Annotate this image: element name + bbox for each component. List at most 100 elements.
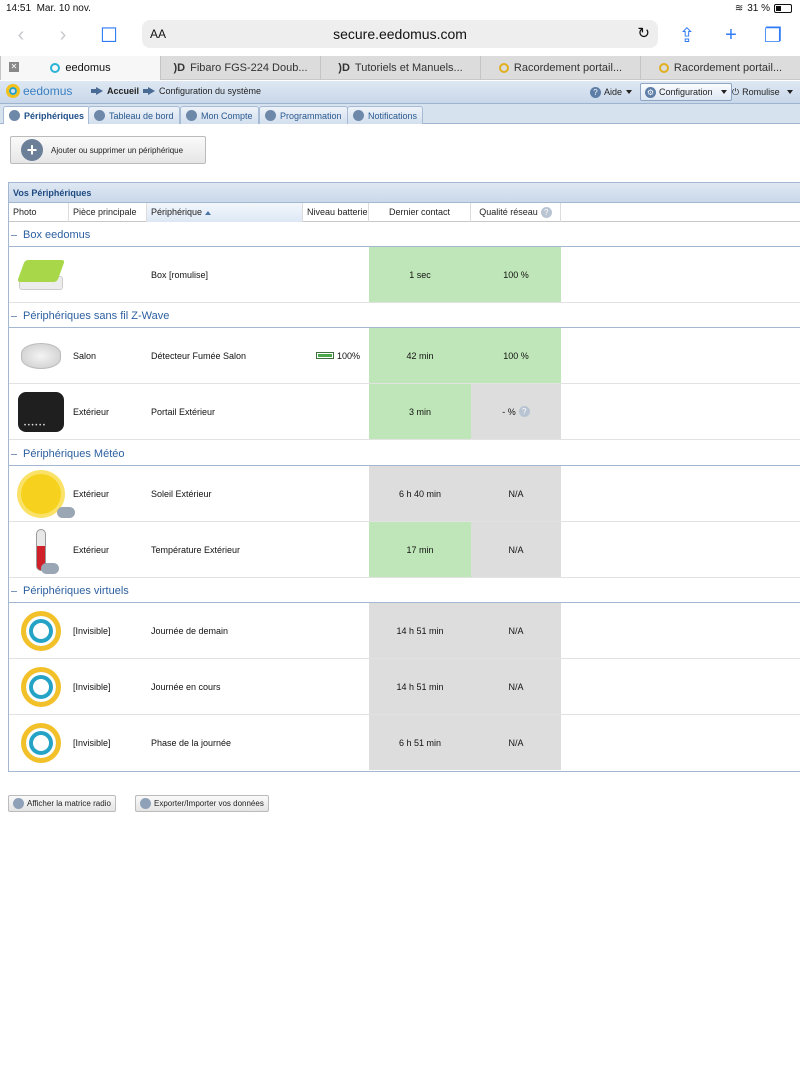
tools-icon <box>265 110 276 121</box>
search-favicon <box>498 63 509 73</box>
col-piece[interactable]: Pièce principale <box>69 203 147 222</box>
tab-racordement-1[interactable]: Racordement portail... <box>480 56 640 80</box>
tab-mon-compte[interactable]: Mon Compte <box>180 106 259 124</box>
tab-fibaro[interactable]: )D Fibaro FGS-224 Doub... <box>160 56 320 80</box>
status-time: 14:51 Mar. 10 nov. <box>6 3 91 14</box>
help-icon: ? <box>590 86 601 98</box>
url-text[interactable]: secure.eedomus.com <box>333 26 467 42</box>
breadcrumb-home[interactable]: Accueil <box>91 86 139 96</box>
table-row[interactable]: Salon Détecteur Fumée Salon 100% 42 min … <box>9 328 800 384</box>
tab-eedomus[interactable]: ✕ eedomus <box>0 56 160 80</box>
app-tabs: Périphériques Tableau de bord Mon Compte… <box>0 104 800 124</box>
status-bar: 14:51 Mar. 10 nov. ≋ 31 % <box>0 0 800 18</box>
group-zwave[interactable]: Périphériques sans fil Z-Wave <box>9 306 800 328</box>
close-tab-icon[interactable]: ✕ <box>9 62 19 72</box>
group-meteo[interactable]: Périphériques Météo <box>9 444 800 466</box>
wifi-icon: ≋ <box>734 3 744 14</box>
last-contact: 14 h 51 min <box>369 603 471 658</box>
virtual-device-icon <box>21 666 61 707</box>
dashboard-icon <box>94 110 105 121</box>
virtual-device-icon <box>21 722 61 763</box>
network-quality: 100 % <box>471 247 561 302</box>
tab-tutoriels[interactable]: )D Tutoriels et Manuels... <box>320 56 480 80</box>
back-icon[interactable]: ‹ <box>17 23 25 46</box>
col-contact[interactable]: Dernier contact <box>369 203 471 222</box>
group-box-eedomus[interactable]: Box eedomus <box>9 225 800 247</box>
browser-tabs: ✕ eedomus )D Fibaro FGS-224 Doub... )D T… <box>0 56 800 80</box>
col-photo[interactable]: Photo <box>9 203 69 222</box>
table-row[interactable]: Extérieur Soleil Extérieur 6 h 40 min N/… <box>9 466 800 522</box>
col-batterie[interactable]: Niveau batterie <box>303 203 369 222</box>
device-name[interactable]: Phase de la journée <box>151 737 232 748</box>
thermometer-icon <box>36 528 59 574</box>
d-favicon: )D <box>173 62 186 74</box>
device-name[interactable]: Température Extérieur <box>151 544 241 555</box>
network-quality: N/A <box>471 603 561 658</box>
help-icon[interactable]: ? <box>518 406 530 417</box>
tabs-overview-icon[interactable]: ❐ <box>764 24 782 47</box>
device-name[interactable]: Soleil Extérieur <box>151 488 212 499</box>
export-import-button[interactable]: Exporter/Importer vos données <box>135 795 269 812</box>
cloud-icon <box>140 798 151 809</box>
network-quality: 100 % <box>471 328 561 383</box>
network-quality: N/A <box>471 659 561 714</box>
col-peripherique[interactable]: Périphérique <box>147 203 303 222</box>
sun-icon <box>21 473 75 518</box>
relay-switch-image <box>18 391 64 432</box>
add-remove-device-button[interactable]: + Ajouter ou supprimer un périphérique <box>10 136 206 164</box>
d-favicon: )D <box>338 62 350 74</box>
eedomus-box-image <box>16 258 66 292</box>
power-icon: ⏻ <box>732 86 740 97</box>
user-icon <box>186 110 197 121</box>
last-contact: 42 min <box>369 328 471 383</box>
virtual-device-icon <box>21 610 61 651</box>
tab-racordement-2[interactable]: Racordement portail... <box>640 56 800 80</box>
address-bar[interactable]: AA secure.eedomus.com ↻ <box>142 20 658 48</box>
help-icon[interactable]: ? <box>540 207 552 218</box>
configuration-button[interactable]: ⚙ Configuration <box>640 83 732 101</box>
table-row[interactable]: Box [romulise] 1 sec 100 % <box>9 247 800 303</box>
table-row[interactable]: Extérieur Portail Extérieur 3 min - %? <box>9 384 800 440</box>
device-name[interactable]: Journée en cours <box>151 681 221 692</box>
panel-title: Vos Périphériques <box>9 183 800 203</box>
last-contact: 1 sec <box>369 247 471 302</box>
reload-icon[interactable]: ↻ <box>637 25 650 42</box>
table-row[interactable]: [Invisible] Journée de demain 14 h 51 mi… <box>9 603 800 659</box>
tab-tableau-de-bord[interactable]: Tableau de bord <box>88 106 180 124</box>
forward-icon[interactable]: › <box>59 23 67 46</box>
device-name[interactable]: Journée de demain <box>151 625 229 636</box>
cloud-icon <box>57 506 75 518</box>
help-button[interactable]: ? Aide <box>590 83 633 101</box>
table-header: Photo Pièce principale Périphérique Nive… <box>9 203 800 222</box>
radio-matrix-button[interactable]: Afficher la matrice radio <box>8 795 116 812</box>
eedomus-logo[interactable]: eedomus <box>6 84 72 98</box>
app-header: eedomus Accueil Configuration du système… <box>0 81 800 104</box>
breadcrumb-config[interactable]: Configuration du système <box>143 86 261 96</box>
tab-peripheriques[interactable]: Périphériques <box>3 106 91 124</box>
text-size-button[interactable]: AA <box>150 27 167 41</box>
last-contact: 17 min <box>369 522 471 577</box>
device-name[interactable]: Box [romulise] <box>151 269 209 280</box>
device-name[interactable]: Portail Extérieur <box>151 406 216 417</box>
new-tab-icon[interactable]: + <box>725 23 737 46</box>
bookmarks-icon[interactable]: ☐ <box>100 24 118 47</box>
chevron-down-icon <box>626 90 633 94</box>
group-virtuels[interactable]: Périphériques virtuels <box>9 581 800 603</box>
last-contact: 6 h 51 min <box>369 715 471 770</box>
device-name[interactable]: Détecteur Fumée Salon <box>151 350 247 361</box>
table-row[interactable]: [Invisible] Journée en cours 14 h 51 min… <box>9 659 800 715</box>
network-quality: N/A <box>471 715 561 770</box>
table-row[interactable]: Extérieur Température Extérieur 17 min N… <box>9 522 800 578</box>
last-contact: 6 h 40 min <box>369 466 471 521</box>
col-qualite[interactable]: Qualité réseau? <box>471 203 561 222</box>
table-row[interactable]: [Invisible] Phase de la journée 6 h 51 m… <box>9 715 800 771</box>
share-icon[interactable]: ⇪ <box>678 24 696 47</box>
user-menu-button[interactable]: ⏻ Romulise <box>732 83 793 101</box>
radio-icon <box>13 798 24 809</box>
plus-icon: + <box>21 139 43 161</box>
sort-asc-icon <box>205 210 212 215</box>
envelope-icon <box>353 110 364 121</box>
tab-programmation[interactable]: Programmation <box>259 106 348 124</box>
battery-icon <box>315 352 334 359</box>
tab-notifications[interactable]: Notifications <box>347 106 424 124</box>
